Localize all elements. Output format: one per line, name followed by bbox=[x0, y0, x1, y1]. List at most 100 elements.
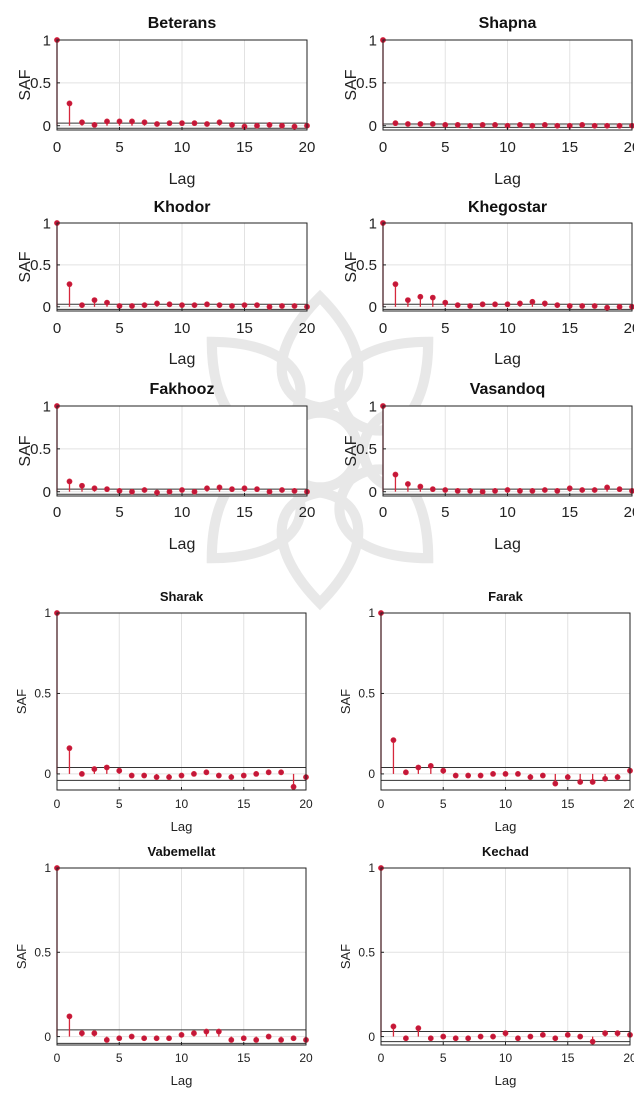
data-point bbox=[279, 487, 285, 493]
data-point bbox=[490, 771, 496, 777]
data-point bbox=[577, 779, 584, 785]
data-point bbox=[91, 766, 98, 772]
data-point bbox=[467, 487, 474, 494]
data-point bbox=[91, 485, 98, 492]
x-tick-label: 20 bbox=[299, 504, 316, 521]
x-tick-label: 0 bbox=[53, 320, 61, 337]
data-point bbox=[616, 122, 623, 129]
y-axis-label: SAF bbox=[343, 435, 360, 466]
data-point bbox=[517, 121, 523, 128]
chart-title: Khegostar bbox=[468, 199, 547, 216]
x-tick-label: 10 bbox=[499, 320, 516, 337]
chart-title: Shapna bbox=[479, 15, 537, 32]
data-point bbox=[116, 1035, 123, 1042]
data-point bbox=[66, 281, 73, 288]
data-point bbox=[254, 302, 260, 309]
x-tick-label: 20 bbox=[623, 797, 634, 811]
data-point bbox=[191, 120, 198, 127]
x-tick-label: 10 bbox=[174, 139, 191, 156]
data-point bbox=[465, 1035, 472, 1042]
y-tick-label: 1 bbox=[44, 606, 51, 620]
subplot-khegostar: 0 5 10 15 20 0 0.5 1 Khegostar Lag SAF bbox=[343, 199, 634, 368]
data-point bbox=[104, 118, 110, 125]
data-point bbox=[539, 772, 546, 779]
y-axis-label: SAF bbox=[14, 944, 29, 969]
data-point bbox=[591, 303, 598, 309]
x-tick-label: 0 bbox=[53, 139, 61, 156]
x-tick-label: 10 bbox=[499, 504, 516, 521]
y-axis-label: SAF bbox=[17, 69, 34, 100]
data-point bbox=[404, 297, 411, 304]
data-point bbox=[179, 487, 185, 493]
data-point bbox=[479, 121, 486, 128]
x-tick-label: 5 bbox=[116, 1051, 123, 1065]
x-axis-label: Lag bbox=[495, 1073, 517, 1088]
x-axis-label: Lag bbox=[169, 536, 196, 553]
y-tick-label: 0 bbox=[368, 1030, 375, 1044]
data-point bbox=[253, 1037, 260, 1043]
x-tick-label: 15 bbox=[237, 1051, 251, 1065]
data-point bbox=[552, 780, 559, 787]
data-point bbox=[529, 298, 536, 305]
data-point bbox=[541, 487, 548, 493]
data-point bbox=[129, 303, 135, 309]
x-tick-label: 0 bbox=[379, 504, 387, 521]
subplot-sharak: 0 5 10 15 20 0 0.5 1 Sharak Lag SAF bbox=[14, 589, 313, 834]
data-point bbox=[216, 302, 223, 309]
data-point bbox=[104, 299, 110, 306]
data-point bbox=[442, 121, 449, 128]
x-tick-label: 0 bbox=[379, 320, 387, 337]
data-point bbox=[141, 119, 148, 126]
x-tick-label: 15 bbox=[561, 139, 578, 156]
data-point bbox=[204, 485, 210, 492]
data-point bbox=[465, 772, 472, 779]
x-tick-label: 0 bbox=[53, 504, 61, 521]
y-tick-label: 0 bbox=[368, 767, 375, 781]
x-tick-label: 10 bbox=[499, 139, 516, 156]
y-tick-label: 1 bbox=[369, 398, 377, 415]
data-point bbox=[253, 771, 260, 777]
data-point bbox=[616, 303, 623, 310]
data-point bbox=[203, 1028, 210, 1035]
data-point bbox=[116, 118, 123, 125]
data-point bbox=[591, 487, 598, 493]
data-point bbox=[216, 119, 223, 126]
subplot-vasandoq: 0 5 10 15 20 0 0.5 1 Vasandoq Lag SAF bbox=[343, 381, 634, 553]
data-point bbox=[604, 122, 610, 129]
data-point bbox=[564, 774, 571, 781]
data-point bbox=[452, 772, 459, 779]
data-point bbox=[502, 771, 509, 777]
data-point bbox=[254, 486, 260, 493]
data-point bbox=[589, 1038, 596, 1045]
data-point bbox=[554, 302, 561, 309]
chart-title: Beterans bbox=[148, 15, 217, 32]
x-tick-label: 20 bbox=[623, 1051, 634, 1065]
y-tick-label: 0 bbox=[369, 299, 377, 316]
x-tick-label: 5 bbox=[115, 504, 123, 521]
data-point bbox=[191, 771, 197, 777]
x-tick-label: 15 bbox=[236, 139, 253, 156]
data-point bbox=[178, 1031, 185, 1038]
data-point bbox=[527, 1033, 534, 1040]
x-tick-label: 5 bbox=[440, 1051, 447, 1065]
x-tick-label: 5 bbox=[115, 139, 123, 156]
x-tick-label: 0 bbox=[54, 1051, 61, 1065]
y-tick-label: 0.5 bbox=[30, 75, 51, 92]
data-point bbox=[66, 745, 73, 752]
data-point bbox=[79, 482, 85, 489]
y-tick-label: 0 bbox=[44, 1030, 51, 1044]
chart-title: Fakhooz bbox=[150, 381, 215, 398]
data-point bbox=[154, 489, 160, 496]
data-point bbox=[390, 1023, 397, 1030]
y-tick-label: 0.5 bbox=[358, 945, 375, 959]
data-point bbox=[515, 771, 521, 777]
data-point bbox=[552, 1035, 559, 1042]
y-axis-label: SAF bbox=[338, 689, 353, 714]
data-point bbox=[591, 122, 598, 129]
data-point bbox=[614, 774, 621, 781]
data-point bbox=[103, 1037, 110, 1043]
data-point bbox=[616, 486, 623, 493]
data-point bbox=[502, 1030, 509, 1037]
y-tick-label: 1 bbox=[369, 32, 377, 49]
